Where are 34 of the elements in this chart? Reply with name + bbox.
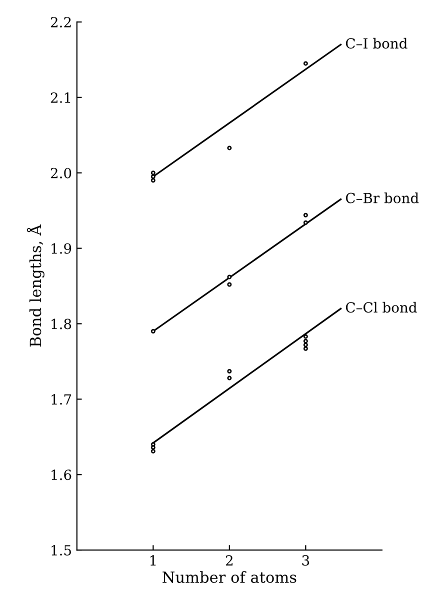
series-label: C–I bond	[346, 38, 408, 49]
point	[303, 346, 308, 351]
point	[303, 338, 308, 344]
point	[303, 61, 308, 66]
point	[150, 174, 156, 179]
y-tick-label: 2.1	[50, 92, 70, 103]
y-tick-label: 1.8	[52, 318, 72, 330]
point	[150, 448, 156, 454]
point	[150, 329, 156, 334]
series-label: C–Br bond	[346, 192, 419, 204]
point	[227, 376, 232, 380]
y-axis-title: Bond lengths, Å	[26, 224, 44, 347]
point	[303, 342, 308, 348]
x-tick-label: 3	[302, 555, 310, 566]
point	[150, 445, 156, 450]
y-tick-label: 2.0	[50, 168, 72, 178]
x-tick-label: 1	[150, 555, 156, 566]
y-tick-label: 1.5	[52, 545, 71, 556]
point	[227, 274, 232, 280]
point	[227, 282, 232, 287]
point	[227, 369, 232, 374]
point	[150, 178, 156, 183]
point	[303, 220, 308, 225]
x-axis-title: Number of atoms	[162, 571, 296, 583]
y-tick-label: 1.7	[52, 394, 72, 405]
series-label: C–Cl bond	[346, 302, 417, 313]
point	[227, 146, 232, 150]
point	[303, 212, 308, 218]
point	[303, 334, 308, 339]
x-tick-label: 2	[226, 555, 232, 566]
y-tick-label: 1.9	[52, 243, 72, 254]
point	[150, 170, 156, 176]
y-tick-label: 2.2	[50, 16, 71, 28]
y-tick-label: 1.6	[52, 470, 72, 480]
